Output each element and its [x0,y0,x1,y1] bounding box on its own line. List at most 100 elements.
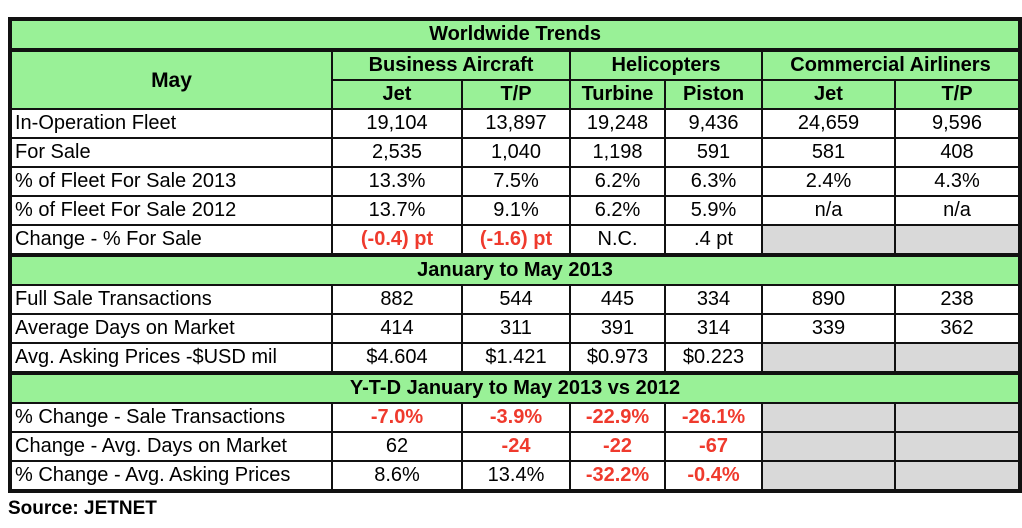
table-title: Worldwide Trends [9,18,1021,52]
subheader-jet: Jet [761,79,896,110]
table-row: In-Operation Fleet 19,104 13,897 19,248 9,43… [9,108,1021,139]
empty-cell [761,402,896,433]
value-cell: 2.4% [761,166,896,197]
row-label: Change - Avg. Days on Market [9,431,333,462]
value-cell: 311 [461,313,571,344]
section-heading: Y-T-D January to May 2013 vs 2012 [9,371,1021,404]
empty-cell [761,431,896,462]
value-cell: $0.973 [569,342,666,374]
value-cell: $4.604 [331,342,463,374]
table-row: Full Sale Transactions 882 544 445 334 890 238 [9,284,1021,315]
row-label: % Change - Avg. Asking Prices [9,460,333,492]
value-cell: 24,659 [761,108,896,139]
subheader-tp: T/P [894,79,1021,110]
value-cell: N.C. [569,224,666,257]
value-cell: 408 [894,137,1021,168]
row-label: % of Fleet For Sale 2012 [9,195,333,226]
value-cell: (-0.4) pt [331,224,463,257]
section-heading-row: January to May 2013 [9,253,1021,286]
value-cell: .4 pt [664,224,763,257]
value-cell: 19,248 [569,108,666,139]
value-cell: 19,104 [331,108,463,139]
section-heading: January to May 2013 [9,253,1021,286]
table-row: Average Days on Market 414 311 391 314 339 362 [9,313,1021,344]
row-label: Full Sale Transactions [9,284,333,315]
empty-cell [761,342,896,374]
value-cell: 7.5% [461,166,571,197]
worldwide-trends-table: Worldwide Trends May Business Aircraft H… [8,17,1022,493]
row-label: For Sale [9,137,333,168]
row-label: % of Fleet For Sale 2013 [9,166,333,197]
value-cell: 445 [569,284,666,315]
row-label: Change - % For Sale [9,224,333,257]
value-cell: -7.0% [331,402,463,433]
table-row: Change - % For Sale (-0.4) pt (-1.6) pt N.C… [9,224,1021,257]
value-cell: 591 [664,137,763,168]
row-label: % Change - Sale Transactions [9,402,333,433]
value-cell: 391 [569,313,666,344]
value-cell: 238 [894,284,1021,315]
subheader-tp: T/P [461,79,571,110]
row-label: In-Operation Fleet [9,108,333,139]
value-cell: -26.1% [664,402,763,433]
value-cell: 4.3% [894,166,1021,197]
table-row: % of Fleet For Sale 2013 13.3% 7.5% 6.2% 6.3… [9,166,1021,197]
subheader-row: Jet T/P Turbine Piston Jet T/P [10,79,1021,110]
empty-cell [894,431,1021,462]
value-cell: 6.3% [664,166,763,197]
empty-cell [894,342,1021,374]
value-cell: -22.9% [569,402,666,433]
value-cell: 5.9% [664,195,763,226]
value-cell: 890 [761,284,896,315]
source-note: Source: JETNET [8,498,157,519]
subheader-turbine: Turbine [569,79,666,110]
value-cell: -24 [461,431,571,462]
value-cell: 13.3% [331,166,463,197]
value-cell: 9,596 [894,108,1021,139]
value-cell: 362 [894,313,1021,344]
table-row: % Change - Sale Transactions -7.0% -3.9% -2… [9,402,1021,433]
table-row: % Change - Avg. Asking Prices 8.6% 13.4% -3… [9,460,1021,492]
row-label: Average Days on Market [9,313,333,344]
value-cell: 9.1% [461,195,571,226]
value-cell: -22 [569,431,666,462]
value-cell: $0.223 [664,342,763,374]
table-row: % of Fleet For Sale 2012 13.7% 9.1% 6.2% 5.9… [9,195,1021,226]
row-header-may: May [9,49,333,110]
value-cell: 334 [664,284,763,315]
value-cell: 314 [664,313,763,344]
value-cell: 581 [761,137,896,168]
empty-cell [894,224,1021,257]
row-label: Avg. Asking Prices -$USD mil [9,342,333,374]
empty-cell [761,460,896,492]
value-cell: (-1.6) pt [461,224,571,257]
section-heading-row: Y-T-D January to May 2013 vs 2012 [9,371,1021,404]
value-cell: 6.2% [569,195,666,226]
value-cell: 9,436 [664,108,763,139]
table-row: Avg. Asking Prices -$USD mil $4.604 $1.421… [9,342,1021,374]
value-cell: 414 [331,313,463,344]
group-header-row: May Business Aircraft Helicopters Commer… [9,49,1021,110]
value-cell: 62 [331,431,463,462]
value-cell: 13.4% [461,460,571,492]
empty-cell [894,402,1021,433]
value-cell: 6.2% [569,166,666,197]
value-cell: 2,535 [331,137,463,168]
value-cell: 339 [761,313,896,344]
value-cell: 1,040 [461,137,571,168]
value-cell: 13.7% [331,195,463,226]
value-cell: n/a [761,195,896,226]
value-cell: 13,897 [461,108,571,139]
group-commercial-airliners: Commercial Airliners [761,49,1021,81]
value-cell: $1.421 [461,342,571,374]
value-cell: n/a [894,195,1021,226]
table-row: Change - Avg. Days on Market 62 -24 -22 -67 [9,431,1021,462]
empty-cell [761,224,896,257]
value-cell: -3.9% [461,402,571,433]
value-cell: 544 [461,284,571,315]
value-cell: 1,198 [569,137,666,168]
value-cell: -67 [664,431,763,462]
table-row: For Sale 2,535 1,040 1,198 591 581 408 [9,137,1021,168]
value-cell: 882 [331,284,463,315]
subheader-jet: Jet [331,79,463,110]
